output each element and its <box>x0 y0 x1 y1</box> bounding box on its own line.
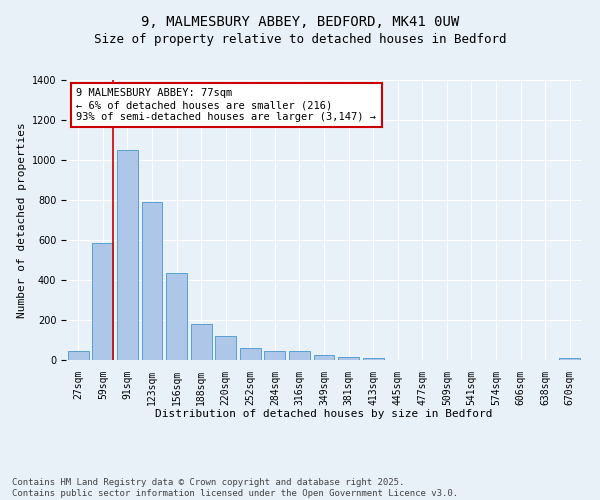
Bar <box>314 355 334 360</box>
Text: Contains HM Land Registry data © Crown copyright and database right 2025.
Contai: Contains HM Land Registry data © Crown c… <box>12 478 458 498</box>
Bar <box>166 273 187 360</box>
Text: 9 MALMESBURY ABBEY: 77sqm
← 6% of detached houses are smaller (216)
93% of semi-: 9 MALMESBURY ABBEY: 77sqm ← 6% of detach… <box>76 88 376 122</box>
Text: Size of property relative to detached houses in Bedford: Size of property relative to detached ho… <box>94 32 506 46</box>
Bar <box>191 324 212 360</box>
Y-axis label: Number of detached properties: Number of detached properties <box>17 122 28 318</box>
Bar <box>142 202 163 360</box>
Bar <box>92 243 113 360</box>
Bar <box>559 358 580 360</box>
Bar <box>338 357 359 360</box>
Bar <box>240 348 261 360</box>
X-axis label: Distribution of detached houses by size in Bedford: Distribution of detached houses by size … <box>155 409 493 419</box>
Bar <box>68 350 89 360</box>
Bar <box>362 358 383 360</box>
Bar <box>265 350 286 360</box>
Bar <box>289 350 310 360</box>
Text: 9, MALMESBURY ABBEY, BEDFORD, MK41 0UW: 9, MALMESBURY ABBEY, BEDFORD, MK41 0UW <box>141 15 459 29</box>
Bar <box>215 336 236 360</box>
Bar <box>117 150 138 360</box>
